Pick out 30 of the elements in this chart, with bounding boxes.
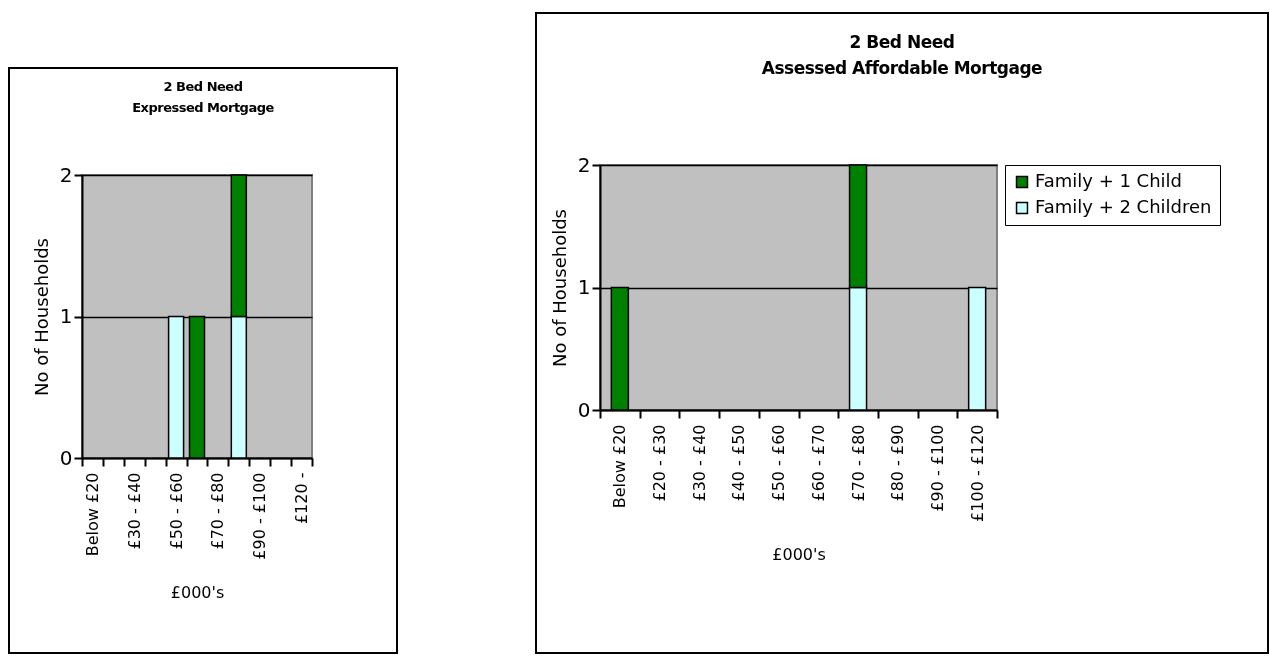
- legend-label: Family + 1 Child: [1035, 170, 1183, 191]
- x-tick-label: £80 - £90: [888, 424, 908, 502]
- x-tick-label: £120 -: [292, 472, 312, 525]
- y-axis-title: No of Households: [548, 209, 570, 367]
- x-tick-label: £30 - £40: [689, 424, 709, 502]
- x-tick-label: £90 - £100: [250, 472, 270, 560]
- x-tick-label: £100 - £120: [967, 424, 987, 522]
- y-tick-label: 0: [577, 397, 591, 422]
- x-tick-label: £30 - £40: [124, 472, 144, 550]
- x-tick-label: Below £20: [82, 472, 102, 557]
- y-tick-label: 2: [577, 152, 591, 177]
- x-tick-label: £90 - £100: [927, 424, 947, 512]
- x-tick-label: Below £20: [610, 424, 630, 509]
- y-tick-label: 2: [59, 162, 73, 187]
- legend-label: Family + 2 Children: [1035, 196, 1212, 217]
- y-axis-title: No of Households: [30, 238, 52, 396]
- x-tick-label: £50 - £60: [166, 472, 186, 550]
- y-tick-label: 1: [577, 275, 591, 299]
- chart-title: 2 Bed Need Expressed Mortgage: [131, 79, 275, 115]
- x-tick-label: £60 - £70: [808, 424, 828, 502]
- x-tick-label: £70 - £80: [848, 424, 868, 502]
- chart-title: 2 Bed Need Assessed Affordable Mortgage: [760, 32, 1044, 78]
- y-tick-label: 1: [59, 304, 73, 328]
- x-axis-title: £000's: [772, 544, 826, 564]
- x-axis-title: £000's: [170, 582, 225, 602]
- x-tick-label: £40 - £50: [729, 424, 749, 502]
- y-tick-label: 0: [59, 445, 73, 470]
- x-tick-label: £70 - £80: [208, 472, 228, 550]
- x-tick-label: £50 - £60: [769, 424, 789, 502]
- x-tick-label: £20 - £30: [650, 424, 670, 502]
